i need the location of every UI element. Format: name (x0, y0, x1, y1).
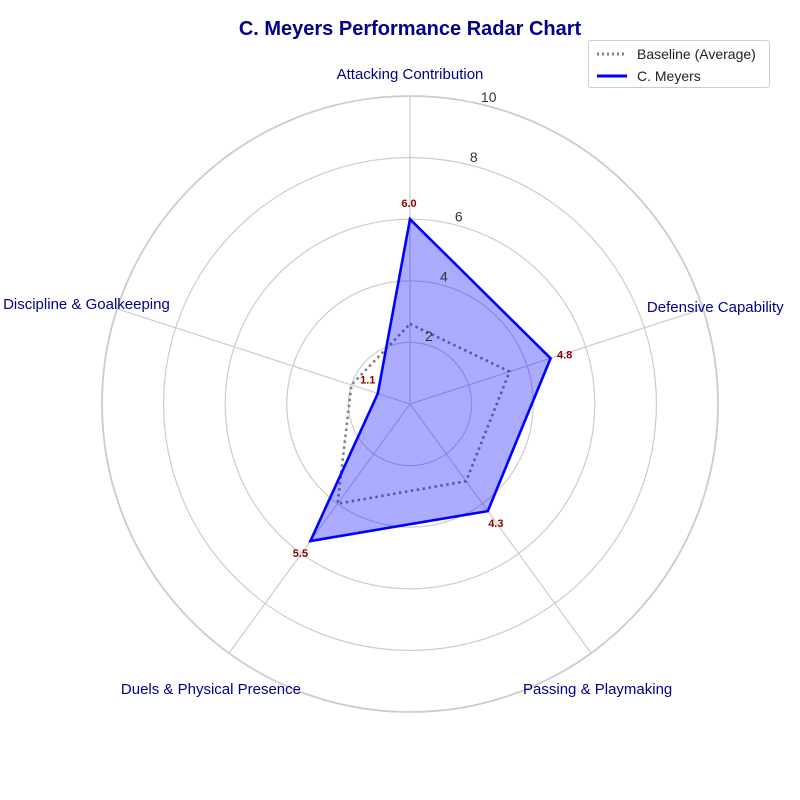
radial-tick-label-8: 8 (470, 149, 478, 165)
legend-swatch-player (597, 74, 627, 78)
grid-spoke-2 (409, 403, 592, 654)
legend: Baseline (Average) C. Meyers (588, 40, 770, 88)
legend-label-baseline: Baseline (Average) (637, 46, 756, 62)
radial-tick-label-6: 6 (455, 209, 463, 225)
chart-title: C. Meyers Performance Radar Chart (238, 18, 582, 40)
legend-swatch-baseline (597, 52, 627, 56)
grid-spoke-3 (228, 403, 411, 654)
category-label-1: Defensive Capability (647, 299, 784, 316)
data-label-3: 5.5 (293, 548, 308, 560)
radial-tick-label-4: 4 (440, 268, 448, 284)
data-label-4: 1.1 (360, 375, 375, 387)
category-label-3: Duels & Physical Presence (121, 681, 301, 698)
category-label-0: Attacking Contribution (337, 66, 484, 83)
series-polygon-baseline (336, 322, 512, 506)
category-label-4: Discipline & Goalkeeping (3, 296, 170, 313)
data-label-2: 4.3 (488, 518, 503, 530)
data-label-1: 4.8 (557, 349, 572, 361)
grid-spoke-4 (116, 308, 411, 405)
radial-tick-label-10: 10 (481, 89, 497, 105)
legend-label-player: C. Meyers (637, 68, 701, 84)
legend-item-player: C. Meyers (595, 66, 701, 86)
radial-tick-label-2: 2 (425, 328, 433, 344)
legend-item-baseline: Baseline (Average) (595, 44, 756, 64)
grid-spoke-1 (409, 308, 704, 405)
data-label-0: 6.0 (401, 198, 416, 210)
series-polygon-player (308, 216, 553, 543)
category-label-2: Passing & Playmaking (523, 681, 672, 698)
